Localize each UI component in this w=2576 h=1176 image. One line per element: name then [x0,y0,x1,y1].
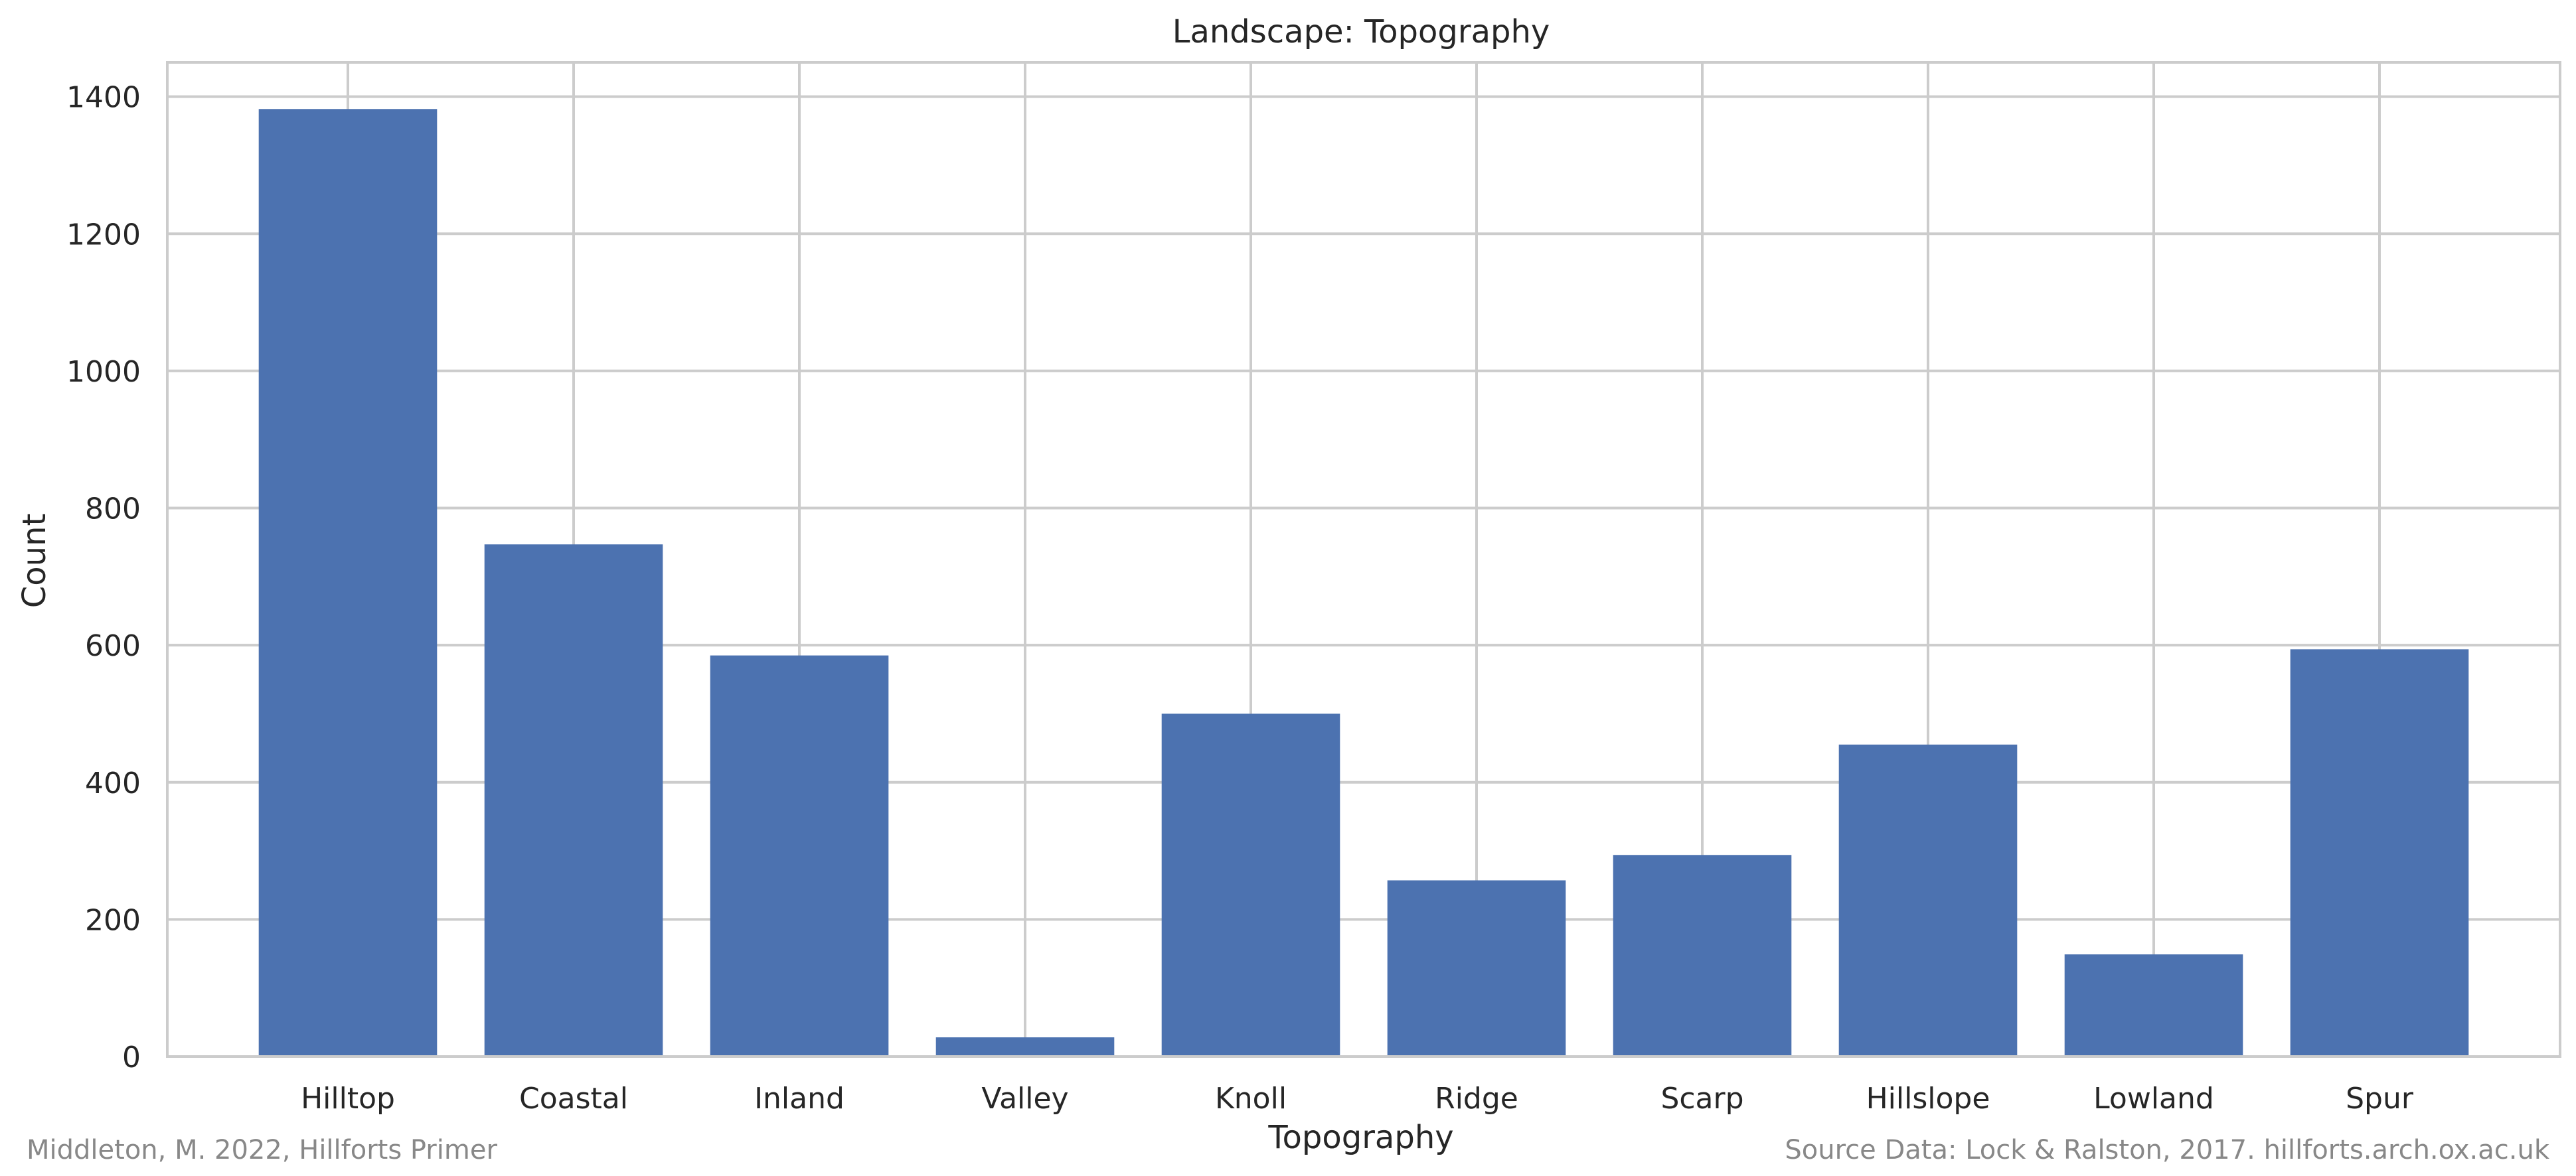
y-axis-label: Count [16,514,53,609]
tick-labels: 0 200 400 600 800 1000 1200 1400 Hilltop Coastal I… [66,81,2414,1116]
bar-knoll [1161,713,1340,1057]
bar-valley [935,1037,1115,1057]
bar-hilltop [258,109,438,1057]
bars [258,109,2469,1057]
chart-title: Landscape: Topography [1172,13,1550,50]
x-tick-label: Spur [2346,1082,2414,1116]
bar-hillslope [1838,744,2018,1057]
bar-scarp [1613,855,1792,1057]
y-tick-label: 1200 [66,218,141,252]
x-tick-label: Valley [981,1082,1068,1116]
x-tick-label: Hilltop [301,1082,395,1116]
x-tick-label: Scarp [1660,1082,1743,1116]
x-tick-label: Ridge [1435,1082,1518,1116]
plot-frame [166,61,2561,1058]
y-tick-label: 600 [85,629,141,663]
x-tick-label: Coastal [519,1082,628,1116]
credit-right: Source Data: Lock & Ralston, 2017. hillf… [1785,1135,2549,1165]
y-tick-label: 1000 [66,355,141,389]
y-tick-label: 1400 [66,81,141,115]
x-tick-label: Hillslope [1866,1082,1990,1116]
x-tick-label: Lowland [2093,1082,2214,1116]
y-tick-label: 800 [85,492,141,526]
y-tick-label: 400 [85,767,141,800]
bar-inland [710,655,889,1057]
x-tick-label: Knoll [1215,1082,1287,1116]
x-tick-label: Inland [754,1082,845,1116]
y-tick-label: 200 [85,903,141,937]
bar-ridge [1387,880,1566,1057]
bar-spur [2290,649,2469,1057]
x-axis-label: Topography [1267,1119,1453,1156]
credit-left: Middleton, M. 2022, Hillforts Primer [27,1135,497,1165]
bar-coastal [484,544,663,1057]
bar-lowland [2064,954,2243,1057]
y-tick-label: 0 [122,1041,141,1074]
